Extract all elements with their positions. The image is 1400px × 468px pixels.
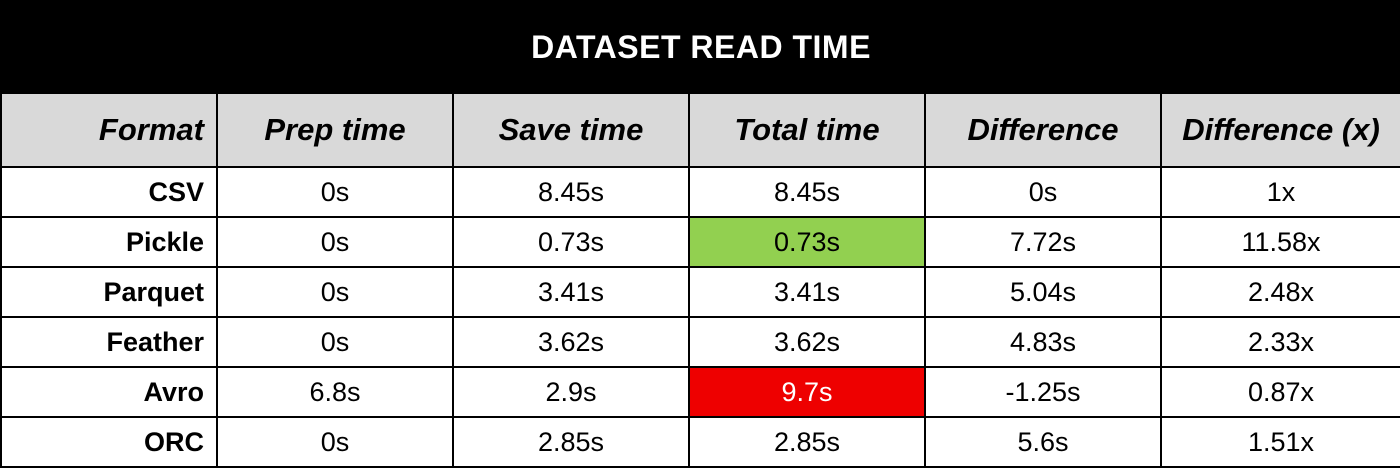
column-header-difference: Difference — [924, 92, 1162, 168]
column-header-format: Format — [0, 92, 218, 168]
difference-cell: 5.6s — [924, 416, 1162, 468]
row-format-cell: Avro — [0, 366, 218, 418]
column-header-save-time: Save time — [452, 92, 690, 168]
table-row: Pickle 0s 0.73s 0.73s 7.72s 11.58x — [0, 216, 1400, 268]
prep-time-cell: 6.8s — [216, 366, 454, 418]
row-format-cell: ORC — [0, 416, 218, 468]
row-format-cell: Feather — [0, 316, 218, 368]
table-row: Parquet 0s 3.41s 3.41s 5.04s 2.48x — [0, 266, 1400, 318]
difference-x-cell: 11.58x — [1159, 216, 1400, 268]
row-format-cell: Parquet — [0, 266, 218, 318]
difference-cell: -1.25s — [924, 366, 1162, 418]
prep-time-cell: 0s — [216, 216, 454, 268]
save-time-cell: 3.62s — [452, 316, 690, 368]
save-time-cell: 2.9s — [452, 366, 690, 418]
prep-time-cell: 0s — [216, 416, 454, 468]
table-row: Feather 0s 3.62s 3.62s 4.83s 2.33x — [0, 316, 1400, 368]
prep-time-cell: 0s — [216, 316, 454, 368]
column-header-difference-x: Difference (x) — [1159, 92, 1400, 168]
table-row: ORC 0s 2.85s 2.85s 5.6s 1.51x — [0, 416, 1400, 468]
difference-cell: 4.83s — [924, 316, 1162, 368]
table-row: CSV 0s 8.45s 8.45s 0s 1x — [0, 166, 1400, 218]
difference-x-cell: 1x — [1159, 166, 1400, 218]
difference-cell: 7.72s — [924, 216, 1162, 268]
save-time-cell: 2.85s — [452, 416, 690, 468]
prep-time-cell: 0s — [216, 166, 454, 218]
table-row: Avro 6.8s 2.9s 9.7s -1.25s 0.87x — [0, 366, 1400, 418]
save-time-cell: 3.41s — [452, 266, 690, 318]
save-time-cell: 0.73s — [452, 216, 690, 268]
save-time-cell: 8.45s — [452, 166, 690, 218]
row-format-cell: CSV — [0, 166, 218, 218]
total-time-cell: 2.85s — [688, 416, 926, 468]
difference-x-cell: 1.51x — [1159, 416, 1400, 468]
prep-time-cell: 0s — [216, 266, 454, 318]
total-time-cell-slowest: 9.7s — [688, 366, 926, 418]
total-time-cell: 3.62s — [688, 316, 926, 368]
row-format-cell: Pickle — [0, 216, 218, 268]
column-header-prep-time: Prep time — [216, 92, 454, 168]
column-header-total-time: Total time — [688, 92, 926, 168]
total-time-cell: 3.41s — [688, 266, 926, 318]
total-time-cell-fastest: 0.73s — [688, 216, 926, 268]
difference-cell: 0s — [924, 166, 1162, 218]
header-row: Format Prep time Save time Total time Di… — [0, 92, 1400, 168]
difference-cell: 5.04s — [924, 266, 1162, 318]
total-time-cell: 8.45s — [688, 166, 926, 218]
table-title: DATASET READ TIME — [0, 0, 1400, 94]
difference-x-cell: 2.48x — [1159, 266, 1400, 318]
difference-x-cell: 2.33x — [1159, 316, 1400, 368]
difference-x-cell: 0.87x — [1159, 366, 1400, 418]
